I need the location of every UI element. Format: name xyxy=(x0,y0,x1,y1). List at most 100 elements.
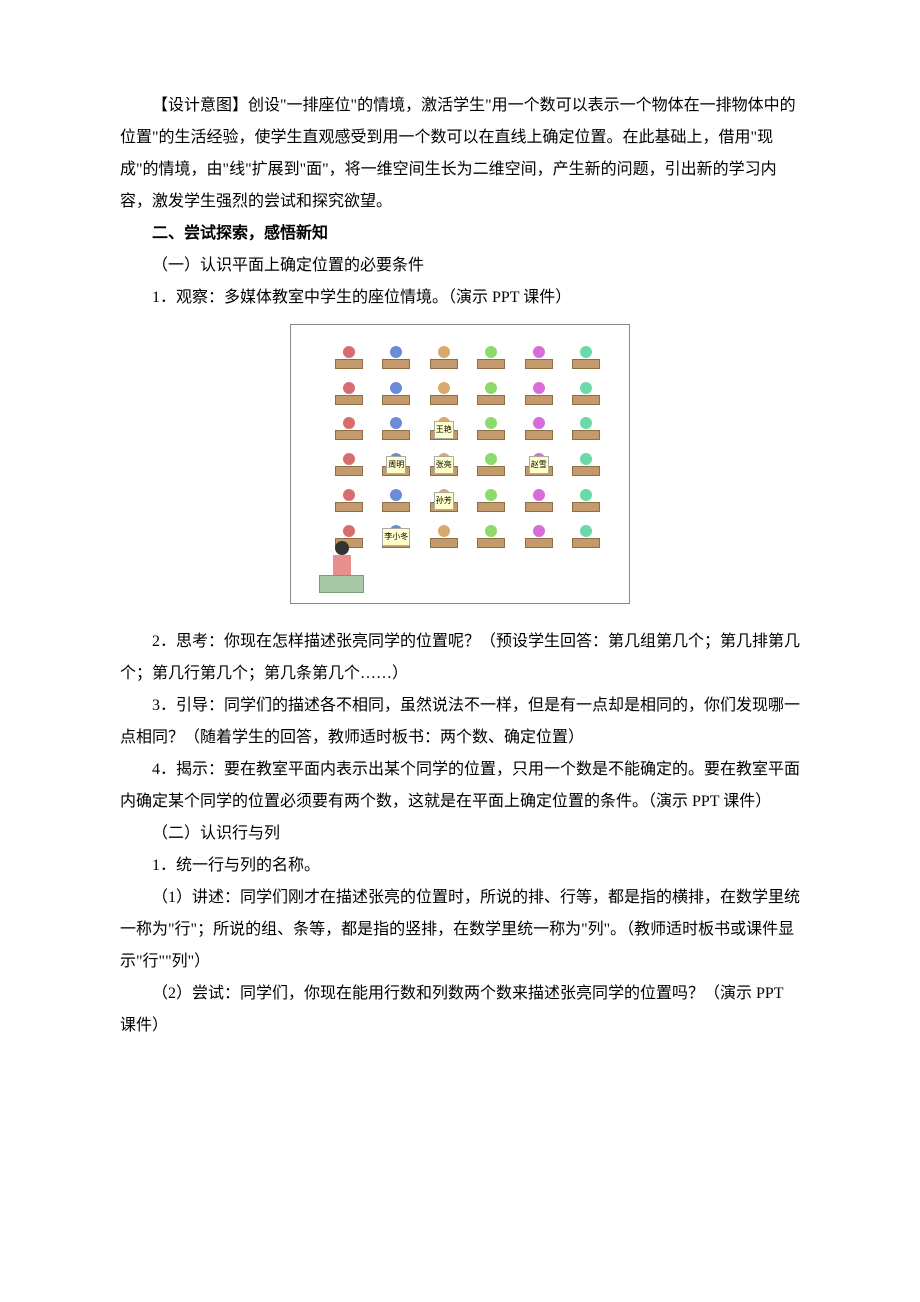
reveal-paragraph: 4．揭示：要在教室平面内表示出某个同学的位置，只用一个数是不能确定的。要在教室平… xyxy=(120,754,800,818)
student-desk-icon xyxy=(335,466,363,476)
student-desk-icon xyxy=(572,395,600,405)
student-head-icon xyxy=(438,346,450,358)
student-seat xyxy=(516,335,562,369)
student-desk-icon xyxy=(572,430,600,440)
student-seat xyxy=(564,371,610,405)
student-desk-icon xyxy=(335,502,363,512)
student-desk-icon xyxy=(572,538,600,548)
student-desk-icon xyxy=(477,395,505,405)
student-seat xyxy=(374,478,420,512)
student-seat xyxy=(469,442,515,476)
student-seat xyxy=(421,371,467,405)
student-head-icon xyxy=(533,346,545,358)
student-head-icon xyxy=(580,525,592,537)
student-head-icon xyxy=(438,525,450,537)
student-desk-icon xyxy=(572,466,600,476)
student-seat xyxy=(516,371,562,405)
student-head-icon xyxy=(438,382,450,394)
student-seat xyxy=(469,478,515,512)
student-seat xyxy=(326,407,372,441)
student-desk-icon xyxy=(525,359,553,369)
student-head-icon xyxy=(485,489,497,501)
student-head-icon xyxy=(485,382,497,394)
student-head-icon xyxy=(485,417,497,429)
teacher-head xyxy=(335,541,349,555)
student-seat: 赵雪 xyxy=(516,442,562,476)
student-seat xyxy=(326,371,372,405)
student-seat xyxy=(516,407,562,441)
student-head-icon xyxy=(533,382,545,394)
student-desk-icon xyxy=(525,538,553,548)
student-head-icon xyxy=(390,346,402,358)
student-head-icon xyxy=(485,453,497,465)
student-head-icon xyxy=(343,525,355,537)
student-name-label: 李小冬 xyxy=(382,528,410,546)
student-name-label: 王艳 xyxy=(434,421,454,439)
student-seat xyxy=(326,442,372,476)
student-desk-icon xyxy=(335,395,363,405)
student-desk-icon xyxy=(430,538,458,548)
student-seat xyxy=(326,335,372,369)
subsection-2: （二）认识行与列 xyxy=(120,818,800,850)
student-head-icon xyxy=(580,453,592,465)
student-head-icon xyxy=(390,382,402,394)
student-desk-icon xyxy=(572,359,600,369)
student-desk-icon xyxy=(477,359,505,369)
student-seat: 王艳 xyxy=(421,407,467,441)
student-desk-icon xyxy=(572,502,600,512)
student-seat: 李小冬 xyxy=(374,514,420,548)
classroom-seating-diagram: 王艳周明张亮 赵雪孙芳李小冬 xyxy=(290,324,630,604)
student-seat xyxy=(564,514,610,548)
student-head-icon xyxy=(343,489,355,501)
student-seat xyxy=(564,335,610,369)
classroom-image-container: 王艳周明张亮 赵雪孙芳李小冬 xyxy=(120,324,800,616)
student-seat: 周明 xyxy=(374,442,420,476)
student-head-icon xyxy=(533,489,545,501)
student-desk-icon xyxy=(477,466,505,476)
student-seat xyxy=(516,478,562,512)
guide-paragraph: 3．引导：同学们的描述各不相同，虽然说法不一样，但是有一点却是相同的，你们发现哪… xyxy=(120,690,800,754)
student-seat xyxy=(564,442,610,476)
student-seat xyxy=(469,371,515,405)
student-desk-icon xyxy=(525,430,553,440)
teacher-podium xyxy=(319,575,364,593)
student-head-icon xyxy=(390,417,402,429)
think-paragraph: 2．思考：你现在怎样描述张亮同学的位置呢？（预设学生回答：第几组第几个；第几排第… xyxy=(120,626,800,690)
student-desk-icon xyxy=(430,395,458,405)
student-desk-icon xyxy=(477,502,505,512)
student-head-icon xyxy=(485,525,497,537)
student-seat xyxy=(374,407,420,441)
student-head-icon xyxy=(343,417,355,429)
section-heading-2: 二、尝试探索，感悟新知 xyxy=(120,218,800,250)
student-seat xyxy=(564,407,610,441)
student-desk-icon xyxy=(382,502,410,512)
student-name-label: 张亮 xyxy=(434,456,454,474)
student-head-icon xyxy=(580,489,592,501)
unify-names-paragraph: 1．统一行与列的名称。 xyxy=(120,850,800,882)
observe-paragraph: 1．观察：多媒体教室中学生的座位情境。（演示 PPT 课件） xyxy=(120,282,800,314)
student-name-label: 孙芳 xyxy=(434,492,454,510)
student-head-icon xyxy=(580,417,592,429)
student-grid: 王艳周明张亮 赵雪孙芳李小冬 xyxy=(326,335,609,548)
teacher-figure xyxy=(319,541,364,593)
student-seat xyxy=(421,335,467,369)
student-desk-icon xyxy=(382,430,410,440)
student-seat xyxy=(326,478,372,512)
student-head-icon xyxy=(485,346,497,358)
student-head-icon xyxy=(580,346,592,358)
student-desk-icon xyxy=(430,359,458,369)
student-desk-icon xyxy=(335,430,363,440)
student-head-icon xyxy=(580,382,592,394)
student-seat xyxy=(564,478,610,512)
student-head-icon xyxy=(343,346,355,358)
student-head-icon xyxy=(390,489,402,501)
explain-paragraph: （1）讲述：同学们刚才在描述张亮的位置时，所说的排、行等，都是指的横排，在数学里… xyxy=(120,882,800,978)
student-head-icon xyxy=(343,453,355,465)
design-intent-paragraph: 【设计意图】创设"一排座位"的情境，激活学生"用一个数可以表示一个物体在一排物体… xyxy=(120,90,800,218)
teacher-body xyxy=(333,555,351,575)
student-seat xyxy=(421,514,467,548)
document-content: 【设计意图】创设"一排座位"的情境，激活学生"用一个数可以表示一个物体在一排物体… xyxy=(120,90,800,1042)
student-desk-icon xyxy=(477,538,505,548)
student-name-label: 赵雪 xyxy=(529,456,549,474)
student-desk-icon xyxy=(335,359,363,369)
